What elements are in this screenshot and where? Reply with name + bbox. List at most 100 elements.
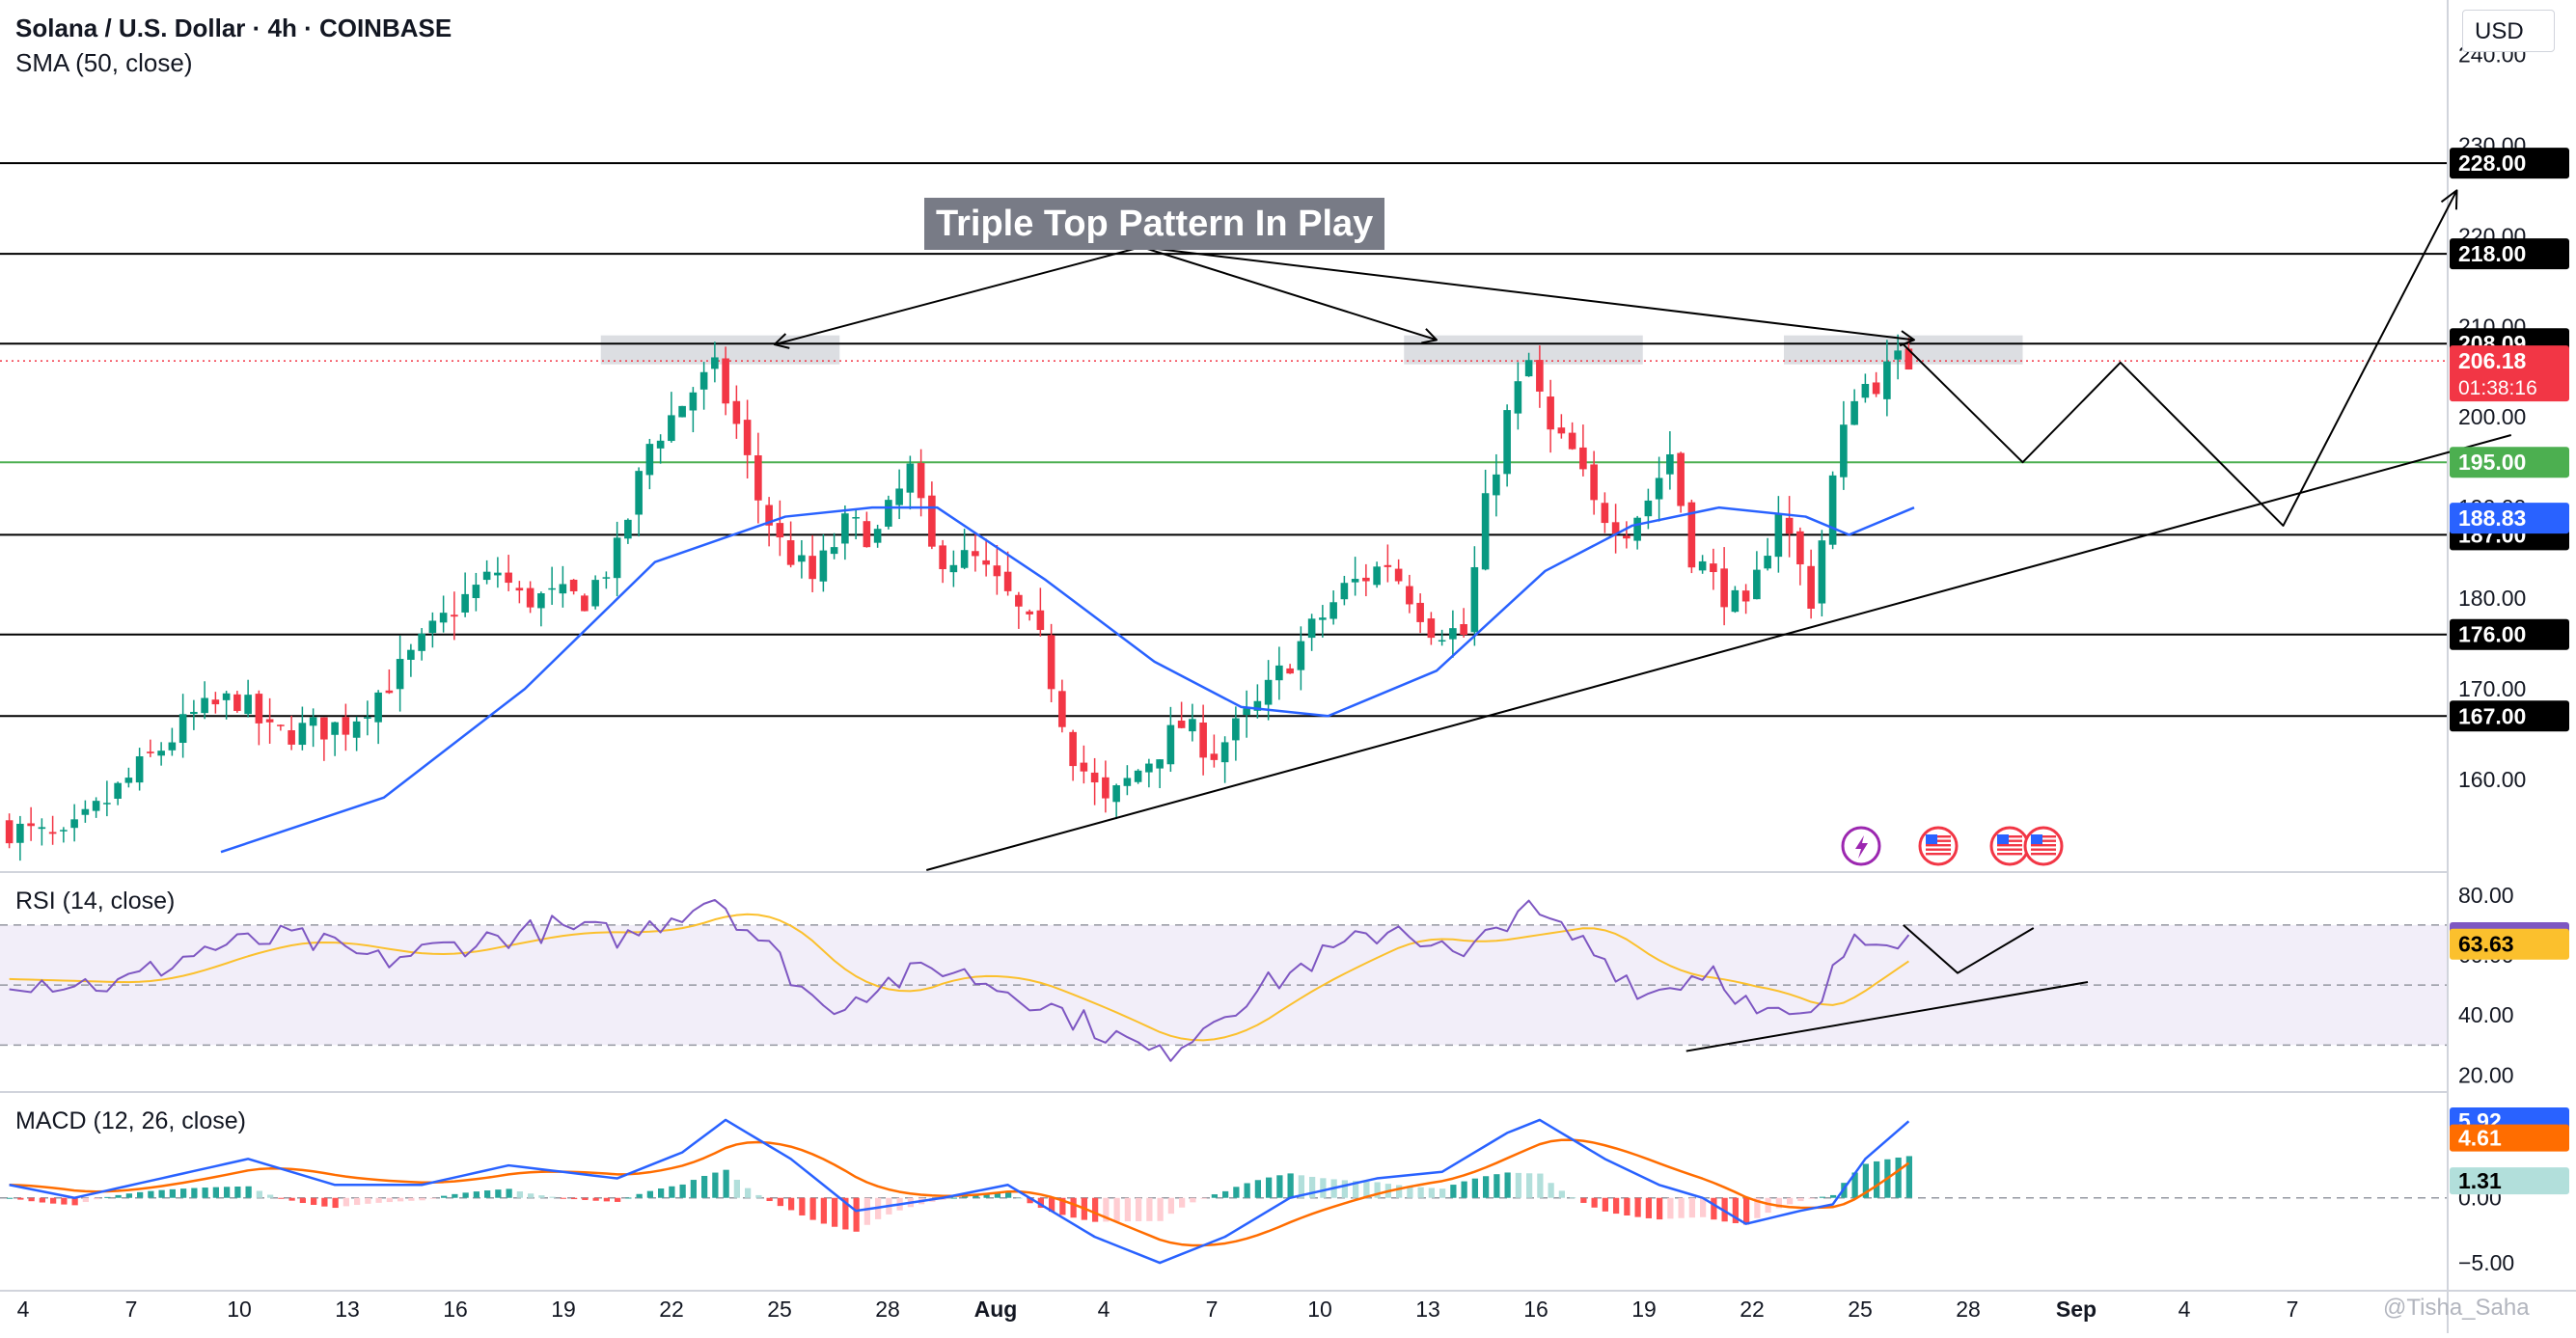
key-level-label-text: 195.00 [2458, 450, 2526, 475]
candle-body [1828, 475, 1837, 545]
candle [1449, 610, 1457, 658]
macd-histogram-bar [1374, 1182, 1381, 1198]
candle-body [1319, 617, 1327, 620]
macd-histogram-bar [1222, 1190, 1229, 1198]
candle [482, 560, 491, 585]
macd-histogram-bar [7, 1197, 14, 1199]
macd-histogram-bar [1266, 1177, 1273, 1198]
candle-body [1687, 502, 1696, 568]
macd-histogram-bar [104, 1196, 111, 1198]
ascending-trendline [925, 434, 2512, 871]
candle-body [678, 405, 686, 418]
macd-histogram-bar [962, 1195, 969, 1198]
macd-histogram-bar [1721, 1197, 1728, 1222]
candle [60, 827, 68, 843]
candle [1307, 614, 1316, 651]
candle [624, 518, 632, 544]
pattern-annotation[interactable]: Triple Top Pattern In Play [924, 198, 1385, 250]
macd-histogram-bar [429, 1197, 436, 1199]
candle [1872, 371, 1880, 397]
macd-histogram-bar [1005, 1190, 1012, 1198]
candle [743, 399, 752, 479]
candle [265, 697, 274, 744]
candle-body [972, 551, 979, 557]
rsi-axis-tick: 80.00 [2458, 883, 2514, 908]
macd-histogram-bar [1830, 1194, 1837, 1198]
rsi-legend[interactable]: RSI (14, close) [15, 887, 176, 915]
time-axis-tick: 10 [227, 1297, 252, 1322]
candle-body [873, 529, 882, 543]
candle-body [569, 579, 578, 591]
candle [92, 797, 100, 818]
candle [1177, 701, 1186, 729]
histogram-value-label: 1.31 [2450, 1167, 2569, 1195]
rsi-axis-tick: 20.00 [2458, 1062, 2514, 1087]
candle [1536, 345, 1544, 408]
signal-value-label-box [2450, 1124, 2569, 1152]
candle-body [917, 463, 925, 499]
macd-histogram-bar [788, 1197, 795, 1211]
candle-body [1460, 624, 1467, 635]
macd-histogram-bar [1494, 1174, 1500, 1198]
macd-histogram-bar [1059, 1197, 1066, 1215]
candle [1102, 760, 1110, 813]
macd-histogram-bar [1678, 1197, 1685, 1218]
macd-legend[interactable]: MACD (12, 26, close) [15, 1107, 246, 1134]
macd-histogram-bar [560, 1197, 566, 1199]
sma-legend[interactable]: SMA (50, close) [15, 48, 193, 77]
candle [1220, 736, 1229, 783]
candle [1611, 504, 1620, 554]
flag-stripe [1926, 835, 1951, 838]
flag-stripe [1997, 839, 2022, 842]
candle-body [1623, 535, 1631, 539]
macd-histogram-bar [1136, 1197, 1142, 1221]
candle [114, 781, 122, 806]
candle [1557, 414, 1566, 439]
candle-body [1872, 382, 1880, 395]
candle-body [1601, 503, 1609, 524]
candle [841, 505, 849, 560]
candle-body [852, 517, 860, 519]
candle [1698, 555, 1707, 574]
candle [1547, 379, 1554, 453]
candle-body [765, 505, 773, 526]
candle [5, 813, 14, 849]
macd-histogram-bar [582, 1197, 589, 1200]
macd-histogram-bar [115, 1194, 122, 1198]
candle [1731, 586, 1740, 614]
candle-body [1449, 628, 1457, 640]
macd-histogram-bar [1548, 1183, 1554, 1198]
macd-histogram-bar [679, 1184, 686, 1198]
candle [1861, 373, 1870, 403]
macd-histogram-bar [755, 1194, 762, 1198]
candle [331, 722, 339, 756]
macd-histogram-bar [1808, 1197, 1815, 1199]
candle-body [1720, 568, 1728, 608]
macd-histogram-bar [1124, 1197, 1131, 1222]
macd-histogram-bar [1537, 1173, 1544, 1198]
candle [1807, 549, 1815, 619]
macd-histogram-bar [1483, 1176, 1490, 1198]
candle [1406, 574, 1413, 614]
candle [1438, 629, 1446, 646]
macd-histogram-bar [311, 1197, 317, 1205]
currency-selector[interactable]: USD [2462, 10, 2555, 52]
candle-body [1384, 564, 1392, 567]
macd-histogram-bar [1287, 1173, 1294, 1198]
candle-body [352, 721, 361, 738]
flag-stripe [2031, 853, 2056, 856]
candle [1243, 690, 1250, 738]
key-level-label-box [2450, 238, 2569, 270]
current-price-text: 206.18 [2458, 348, 2527, 373]
candle [1720, 547, 1728, 626]
candle [1883, 340, 1891, 417]
candle-body [1351, 579, 1359, 583]
candle [1785, 496, 1794, 558]
macd-histogram-bar [94, 1197, 100, 1200]
time-axis-tick: 4 [17, 1297, 30, 1322]
macd-histogram-bar [267, 1194, 274, 1198]
candle-body [1232, 718, 1240, 741]
candle [863, 511, 871, 548]
